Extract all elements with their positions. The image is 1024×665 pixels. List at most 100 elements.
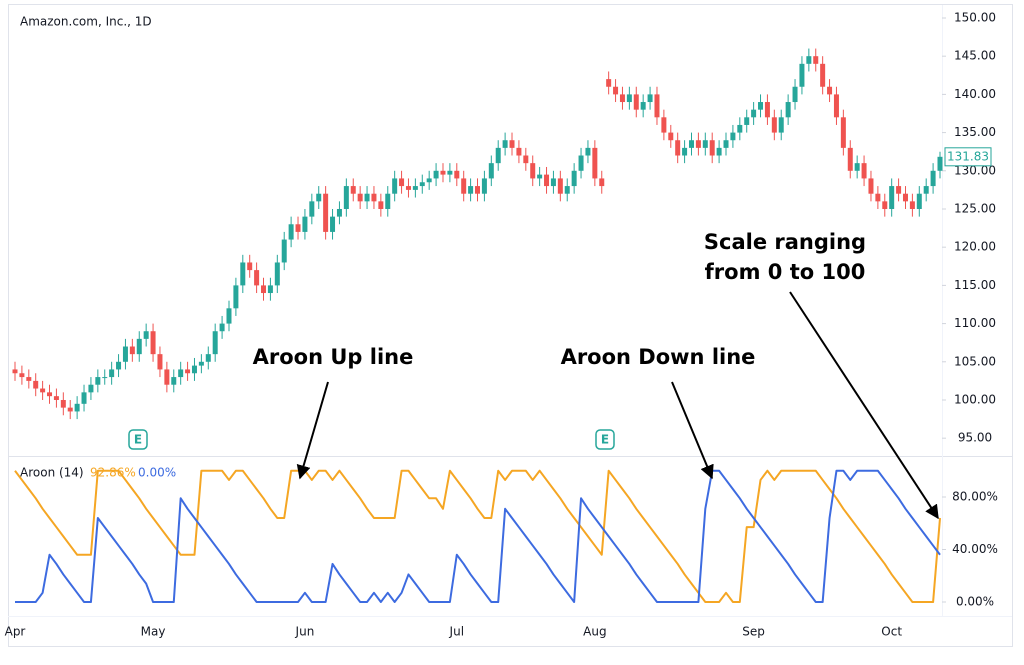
y-tick-label: 100.00 bbox=[954, 392, 996, 406]
candle-body bbox=[937, 156, 943, 171]
candle-body bbox=[682, 147, 688, 156]
candle-body bbox=[74, 403, 80, 412]
candle-body bbox=[191, 365, 197, 374]
candle-body bbox=[247, 262, 253, 271]
y-tick-label: 135.00 bbox=[954, 125, 996, 139]
candle-body bbox=[758, 102, 764, 110]
y-tick-label: 150.00 bbox=[954, 10, 996, 24]
candle-body bbox=[261, 285, 267, 294]
candle-body bbox=[495, 147, 501, 164]
chart-title: Amazon.com, Inc., 1D bbox=[20, 15, 152, 29]
plot: 95.00 100.00 105.00 110.00 115.00 120.00 125.0… bbox=[5, 10, 998, 638]
candle-body bbox=[454, 170, 460, 179]
candle-body bbox=[47, 392, 53, 397]
candle-body bbox=[799, 63, 805, 87]
candle-body bbox=[557, 178, 563, 194]
y-tick-label: 0.00% bbox=[956, 595, 994, 609]
candle-body bbox=[544, 174, 550, 187]
candle-body bbox=[233, 285, 239, 309]
candle-body bbox=[122, 346, 128, 362]
candle-body bbox=[647, 94, 653, 103]
candle-body bbox=[19, 373, 25, 378]
x-tick-label: May bbox=[141, 625, 166, 639]
candle-body bbox=[778, 117, 784, 133]
y-tick-label: 40.00% bbox=[952, 542, 998, 556]
annotation: Aroon Up line bbox=[253, 345, 414, 369]
candle-body bbox=[26, 377, 32, 381]
candle-body bbox=[157, 354, 163, 370]
candle-body bbox=[40, 388, 46, 393]
candle-body bbox=[640, 102, 646, 110]
candle-body bbox=[523, 155, 529, 164]
candle-body bbox=[412, 186, 418, 190]
candle-body bbox=[820, 63, 826, 87]
candle-body bbox=[81, 392, 87, 404]
candle-body bbox=[205, 354, 211, 362]
candle-body bbox=[619, 94, 625, 103]
candle-body bbox=[12, 369, 18, 374]
arrow bbox=[789, 291, 939, 520]
candle-body bbox=[626, 94, 632, 103]
candle-body bbox=[771, 117, 777, 133]
aroon-line bbox=[14, 469, 941, 603]
candle-body bbox=[916, 193, 922, 209]
aroon-line bbox=[15, 469, 941, 603]
y-tick-label: 140.00 bbox=[954, 87, 996, 101]
event-badge: E bbox=[595, 429, 615, 450]
candle-body bbox=[889, 186, 895, 209]
candle-body bbox=[882, 201, 888, 209]
candle-body bbox=[33, 380, 39, 389]
candle-body bbox=[198, 361, 204, 366]
x-tick-label: Oct bbox=[881, 625, 902, 639]
last-price-label: 131.83 bbox=[947, 149, 989, 163]
candle-body bbox=[785, 102, 791, 118]
candle-body bbox=[550, 178, 556, 187]
candle-body bbox=[143, 331, 149, 339]
last-price-tag bbox=[944, 147, 992, 167]
candle-body bbox=[585, 147, 591, 156]
candle-body bbox=[909, 201, 915, 209]
x-tick-label: Jul bbox=[449, 625, 464, 639]
candle-body bbox=[419, 182, 425, 187]
y-tick-label: 95.00 bbox=[958, 431, 992, 445]
candle-body bbox=[102, 377, 108, 379]
arrow bbox=[296, 381, 329, 480]
candle-body bbox=[896, 186, 902, 194]
candle-body bbox=[840, 117, 846, 148]
candle-body bbox=[426, 178, 432, 183]
y-tick-label: 115.00 bbox=[954, 278, 996, 292]
candle-body bbox=[668, 132, 674, 141]
candle-body bbox=[378, 201, 384, 209]
candle-body bbox=[371, 193, 377, 202]
candle-body bbox=[813, 56, 819, 64]
candle-body bbox=[150, 331, 156, 355]
candle-body bbox=[702, 140, 708, 148]
candle-body bbox=[343, 186, 349, 209]
candle-body bbox=[606, 79, 612, 87]
candle-body bbox=[440, 170, 446, 175]
candle-body bbox=[930, 170, 936, 187]
candle-body bbox=[613, 86, 619, 95]
candle-body bbox=[116, 361, 122, 370]
candle-body bbox=[571, 170, 577, 187]
candle-body bbox=[336, 208, 342, 217]
event-badge: E bbox=[128, 429, 148, 450]
y-tick-label: 130.00 bbox=[954, 163, 996, 177]
candle-body bbox=[53, 396, 59, 400]
candle-body bbox=[488, 163, 494, 179]
candle-body bbox=[654, 94, 660, 118]
annotation: Aroon Down line bbox=[561, 345, 756, 369]
annotation: Scale ranging bbox=[704, 230, 866, 254]
candle-body bbox=[537, 174, 543, 179]
candle-body bbox=[675, 140, 681, 156]
candle-body bbox=[364, 193, 370, 202]
candle-body bbox=[764, 102, 770, 118]
event-label: E bbox=[601, 433, 609, 447]
candle-body bbox=[530, 163, 536, 179]
y-tick-label: 120.00 bbox=[954, 240, 996, 254]
y-tick-label: 110.00 bbox=[954, 316, 996, 330]
candle-body bbox=[730, 132, 736, 141]
candle-body bbox=[688, 140, 694, 148]
candle-body bbox=[330, 216, 336, 232]
